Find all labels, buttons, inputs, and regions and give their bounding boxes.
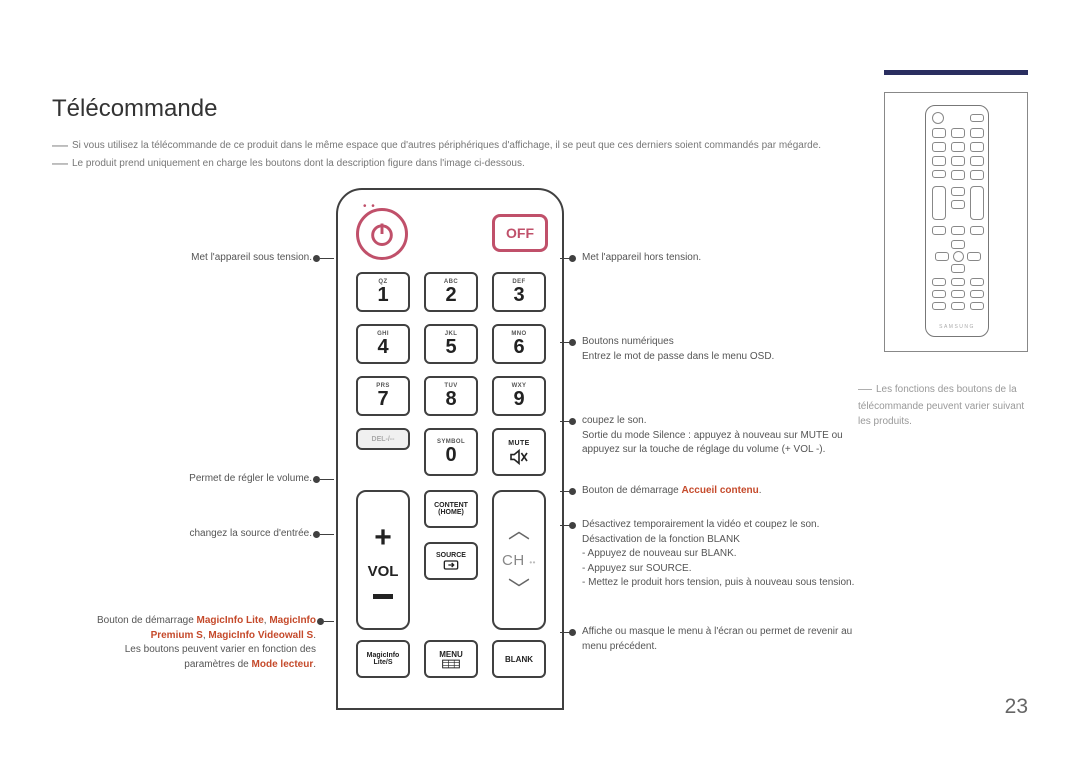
source-icon xyxy=(443,559,459,571)
callout-source: changez la source d'entrée. xyxy=(52,527,312,542)
accent-bar xyxy=(884,70,1028,75)
key-5: JKL5 xyxy=(424,324,478,364)
key-1: QZ1 xyxy=(356,272,410,312)
power-icon xyxy=(368,220,396,248)
page-number: 23 xyxy=(1005,695,1028,719)
side-note: ―Les fonctions des boutons de la télécom… xyxy=(858,378,1028,429)
callout-blank: Désactivez temporairement la vidéo et co… xyxy=(582,518,872,591)
callout-numpad: Boutons numériquesEntrez le mot de passe… xyxy=(582,335,872,364)
callout-menu: Affiche ou masque le menu à l'écran ou p… xyxy=(582,625,872,654)
mini-remote: SAMSUNG xyxy=(925,105,989,337)
intro-text-1: Si vous utilisez la télécommande de ce p… xyxy=(72,140,821,151)
power-on-button: • • xyxy=(356,208,408,260)
off-button: OFF xyxy=(492,214,548,252)
mute-icon xyxy=(509,449,529,465)
page: Télécommande ―Si vous utilisez la téléco… xyxy=(0,0,1080,763)
key-4: GHI4 xyxy=(356,324,410,364)
content-home-button: CONTENT(HOME) xyxy=(424,490,478,528)
key-mute: MUTE xyxy=(492,428,546,476)
magicinfo-button: MagicInfoLite/S xyxy=(356,640,410,678)
remote-diagram: • • OFF QZ1 ABC2 DEF3 GHI4 JKL5 MNO6 PRS… xyxy=(336,188,564,710)
key-3: DEF3 xyxy=(492,272,546,312)
callout-power-on: Met l'appareil sous tension. xyxy=(52,251,312,266)
callout-magicinfo: Bouton de démarrage MagicInfo Lite, Magi… xyxy=(78,614,316,672)
key-0: SYMBOL0 xyxy=(424,428,478,476)
callout-off: Met l'appareil hors tension. xyxy=(582,251,872,266)
key-8: TUV8 xyxy=(424,376,478,416)
key-9: WXY9 xyxy=(492,376,546,416)
callout-vol: Permet de régler le volume. xyxy=(52,472,312,487)
source-button: SOURCE xyxy=(424,542,478,580)
key-2: ABC2 xyxy=(424,272,478,312)
intro-text-2: Le produit prend uniquement en charge le… xyxy=(72,158,525,169)
callout-content-home: Bouton de démarrage Accueil contenu. xyxy=(582,484,872,499)
key-7: PRS7 xyxy=(356,376,410,416)
blank-button: BLANK xyxy=(492,640,546,678)
page-title: Télécommande xyxy=(52,95,217,123)
menu-button: MENU xyxy=(424,640,478,678)
mini-remote-box: SAMSUNG xyxy=(884,92,1028,352)
menu-icon xyxy=(442,659,460,669)
key-del: DEL-/-- xyxy=(356,428,410,450)
callout-mute: coupez le son.Sortie du mode Silence : a… xyxy=(582,414,872,458)
key-6: MNO6 xyxy=(492,324,546,364)
intro-line-2: ―Le produit prend uniquement en charge l… xyxy=(52,152,972,176)
ch-rocker: ︿ CH •• ﹀ xyxy=(492,490,546,630)
vol-rocker: + VOL xyxy=(356,490,410,630)
